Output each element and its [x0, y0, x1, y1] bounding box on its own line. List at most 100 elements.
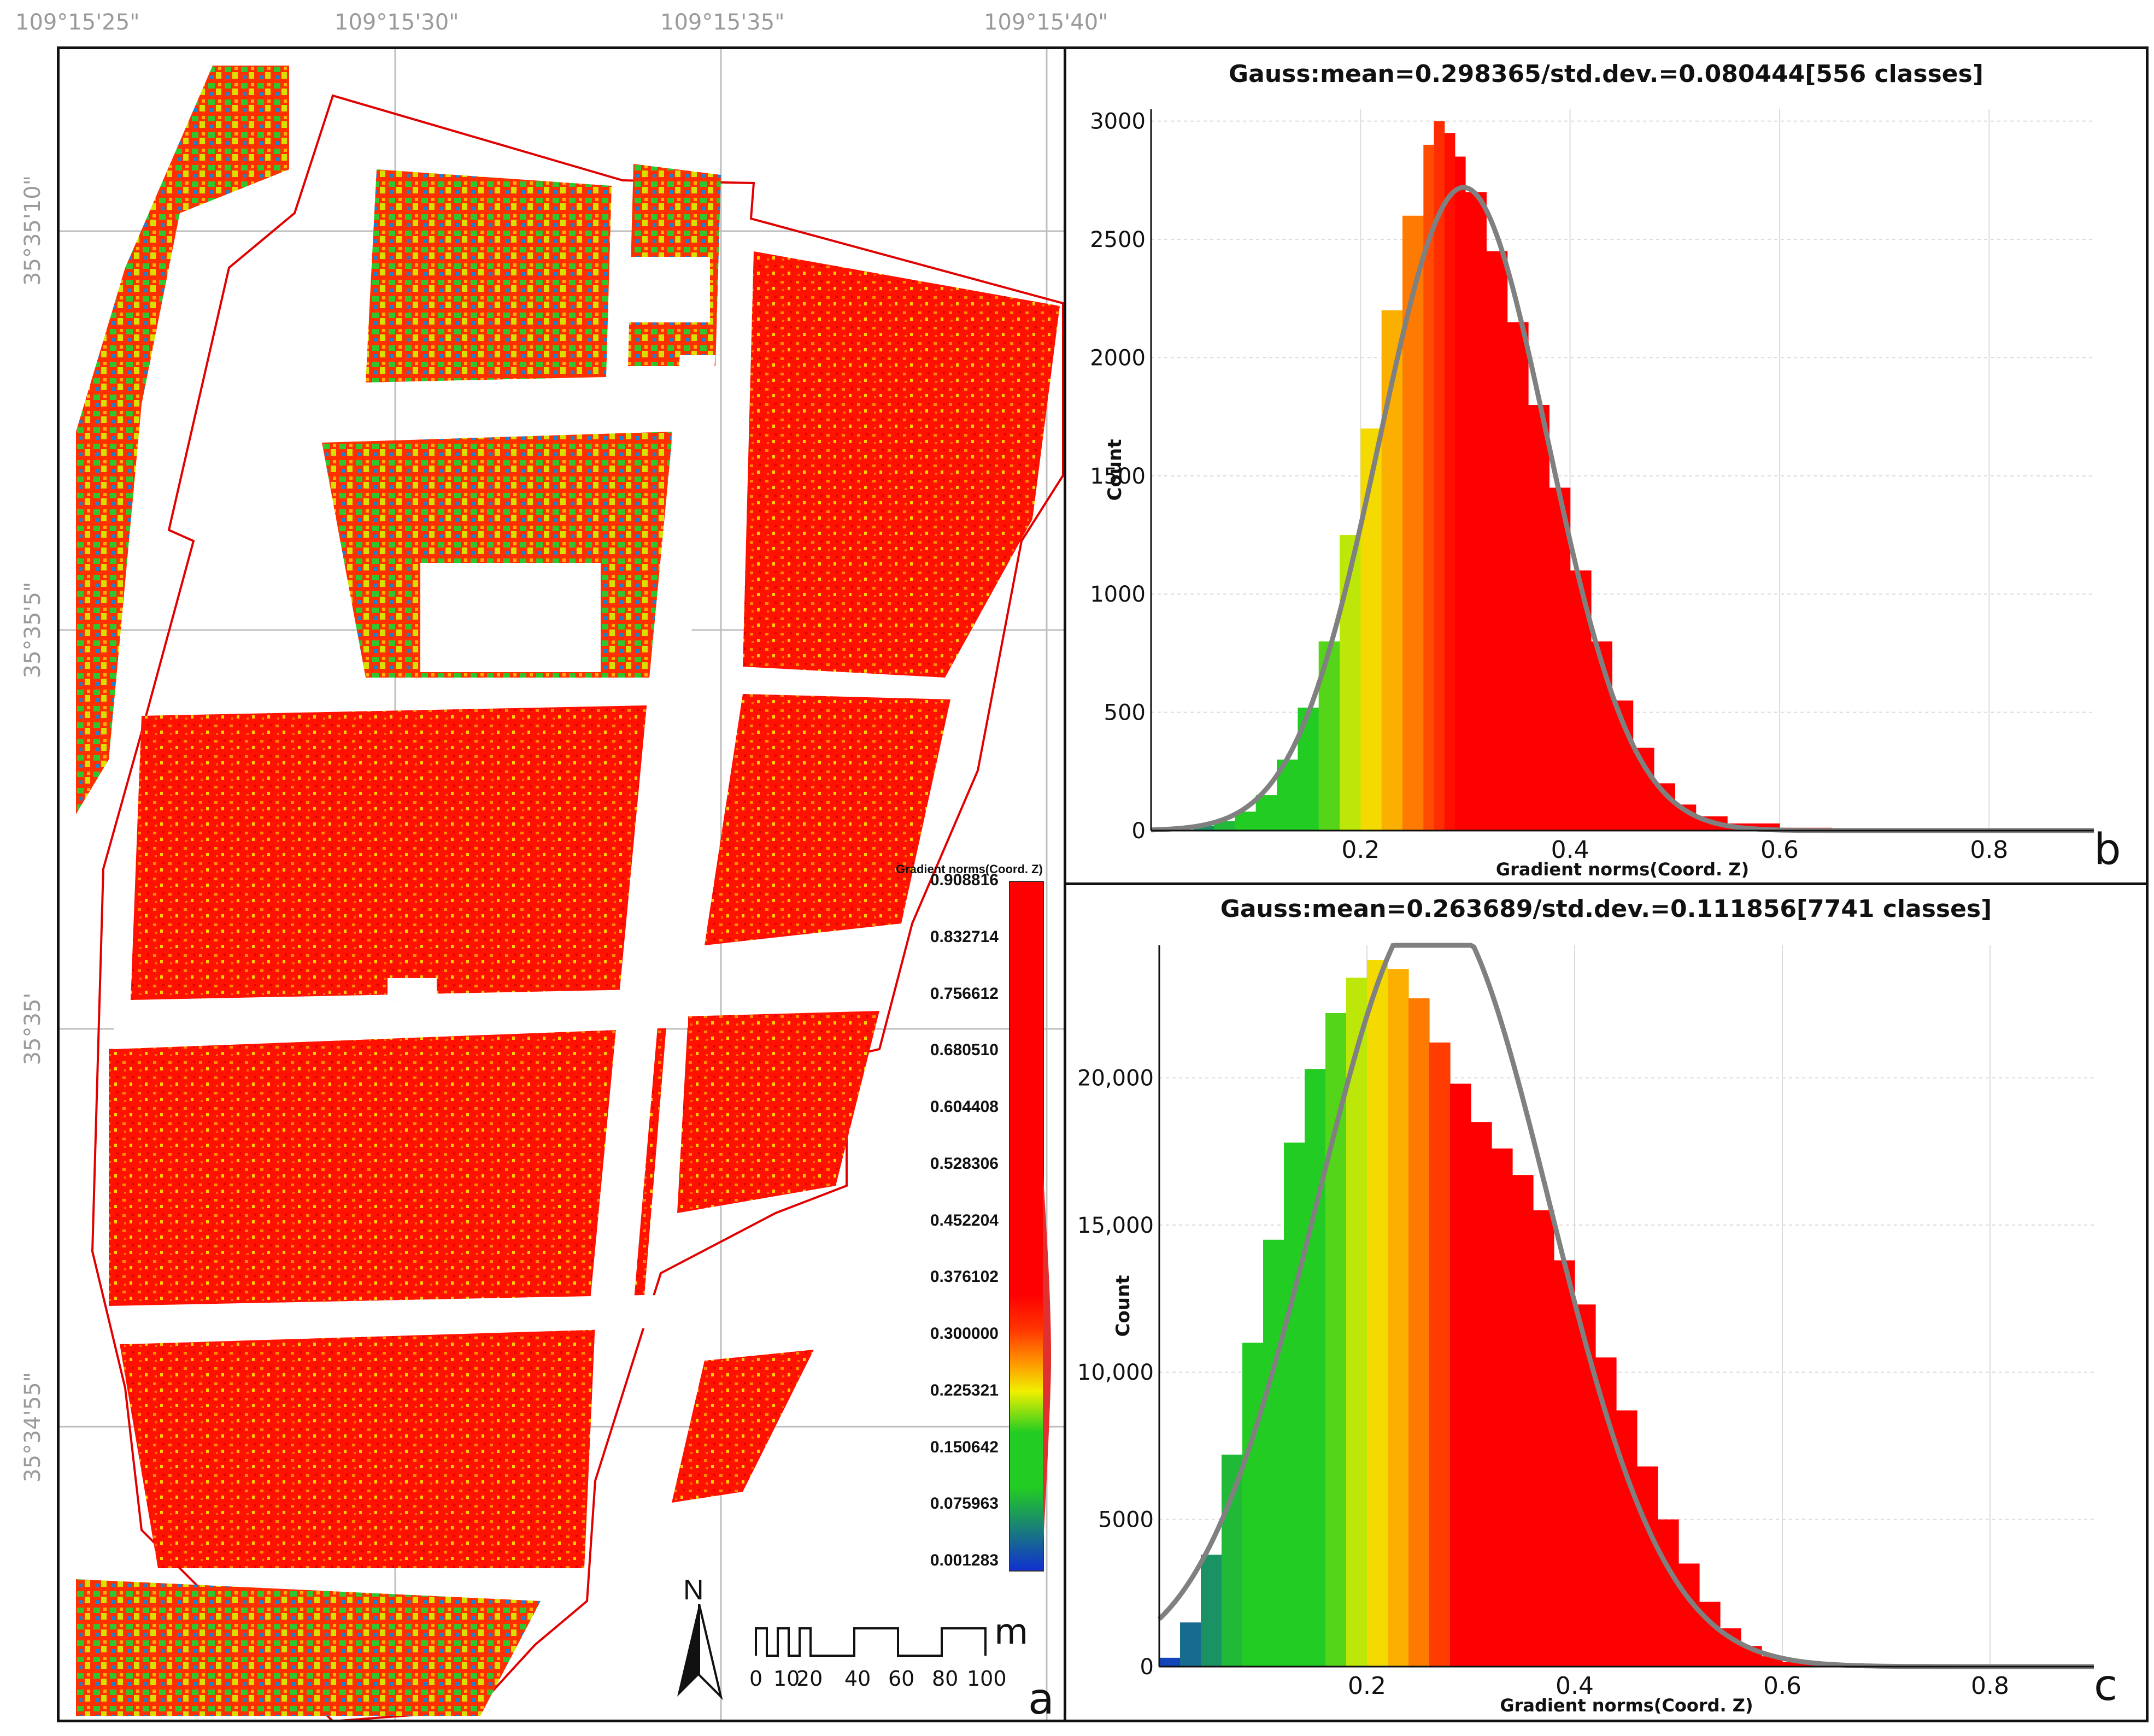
y-tick-label: 500 [1104, 701, 1146, 726]
longitude-label: 109°15'40" [984, 10, 1108, 35]
legend-value: 0.604408 [930, 1098, 999, 1116]
latitude-label: 35°35'5" [20, 581, 45, 679]
histogram-bar [1263, 1239, 1284, 1667]
histogram-bar [1423, 144, 1435, 831]
legend-colorbar [1009, 881, 1044, 1572]
x-tick-label: 0.4 [1551, 836, 1589, 864]
histogram-bar [1201, 1555, 1222, 1667]
histogram-title: Gauss:mean=0.263689/std.dev.=0.111856[77… [1220, 895, 1992, 923]
histogram-bar [1408, 998, 1430, 1667]
panel-letter: c [2094, 1661, 2117, 1710]
survey-boundary [91, 94, 1064, 1720]
latitude-label: 35°35' [20, 992, 45, 1066]
panel-letter: a [1028, 1675, 1054, 1722]
histogram-bar [1346, 978, 1367, 1667]
north-label: N [683, 1574, 704, 1606]
legend-value: 0.150642 [930, 1438, 999, 1456]
latitude-label: 35°35'10" [20, 175, 45, 286]
histogram-bar [1465, 192, 1487, 831]
histogram-bar [1471, 1122, 1492, 1667]
histogram-bar [1222, 1455, 1243, 1667]
y-tick-label: 20,000 [1077, 1066, 1154, 1091]
x-axis-label: Gradient norms(Coord. Z) [1500, 1695, 1753, 1716]
legend-value: 0.001283 [930, 1551, 999, 1569]
histogram-bar [1512, 1175, 1534, 1667]
histogram-bar [1533, 1210, 1554, 1667]
legend-value: 0.452204 [930, 1211, 999, 1229]
x-tick-label: 0.6 [1763, 1672, 1801, 1700]
histogram-bar [1434, 121, 1445, 831]
histogram-bar [1180, 1622, 1201, 1667]
histogram-bar [1678, 1563, 1700, 1667]
x-tick-label: 0.4 [1556, 1672, 1594, 1700]
histogram-panel-b: Gauss:mean=0.298365/std.dev.=0.080444[55… [1064, 46, 2149, 888]
scale-label: 60 [888, 1667, 915, 1691]
histogram-bar [1549, 487, 1571, 831]
legend-value: 0.075963 [930, 1494, 999, 1513]
histogram-bar [1492, 1148, 1513, 1667]
map-panel: Gradient norms(Coord. Z) 0.908816 0.83271… [57, 46, 1069, 1722]
scale-label: 0 [749, 1667, 763, 1691]
histogram-bar [1255, 795, 1277, 831]
north-arrow: N [669, 1574, 729, 1710]
panel-letter: b [2094, 825, 2121, 874]
legend-value: 0.528306 [930, 1154, 999, 1173]
histogram-b-svg: 0.2 0.4 0.6 0.8 0 500 1000 1500 2000 2500 3000 Grad… [1090, 109, 2094, 880]
y-tick-label: 2000 [1090, 345, 1146, 370]
x-tick-label: 0.2 [1348, 1672, 1386, 1700]
legend-value: 0.756612 [930, 984, 999, 1003]
histogram-bar [1591, 641, 1612, 831]
histogram-bar [1325, 1013, 1347, 1667]
legend-value: 0.300000 [930, 1325, 999, 1343]
histogram-bar [1554, 1260, 1575, 1667]
y-tick-label: 5000 [1098, 1508, 1154, 1533]
y-axis-label: Count [1104, 439, 1126, 501]
x-tick-label: 0.2 [1341, 836, 1380, 864]
longitude-label: 109°15'30" [334, 10, 459, 35]
legend-value: 0.680510 [930, 1041, 999, 1060]
scale-label: 10 [773, 1667, 800, 1691]
scale-bar: m 0 10 20 40 60 80 100 [749, 1612, 1029, 1699]
histogram-bar [1193, 826, 1214, 831]
histogram-bar [1658, 1519, 1679, 1667]
histogram-bar [1402, 215, 1424, 831]
histogram-bar [1242, 1343, 1264, 1667]
histogram-bar [1381, 310, 1403, 831]
legend-value: 0.225321 [930, 1381, 999, 1399]
latitude-label: 35°34'55" [20, 1372, 45, 1482]
map-canvas [60, 49, 1066, 1720]
histogram-bar [1450, 1084, 1471, 1667]
legend-value: 0.376102 [930, 1268, 999, 1286]
histogram-title: Gauss:mean=0.298365/std.dev.=0.080444[55… [1229, 60, 1983, 88]
longitude-label: 109°15'25" [15, 10, 140, 35]
longitude-label: 109°15'35" [660, 10, 785, 35]
scale-unit: m [994, 1612, 1029, 1652]
x-axis-label: Gradient norms(Coord. Z) [1496, 859, 1749, 880]
legend-title: Gradient norms(Coord. Z) [896, 862, 1043, 876]
histogram-bar [1284, 1142, 1305, 1667]
histogram-bar [1595, 1357, 1617, 1667]
histogram-bar [1528, 404, 1550, 831]
histogram-bar [1429, 1042, 1451, 1667]
histogram-bar [1454, 156, 1466, 831]
building-blocks [76, 66, 1060, 1716]
y-tick-label: 0 [1140, 1655, 1154, 1680]
legend-histogram-profile [1043, 1169, 1054, 1552]
histogram-bar [1388, 969, 1409, 1667]
scale-label: 20 [796, 1667, 823, 1691]
histogram-panel-c: Gauss:mean=0.263689/std.dev.=0.111856[77… [1064, 882, 2149, 1722]
y-tick-label: 2500 [1090, 227, 1146, 252]
x-tick-label: 0.8 [1971, 1672, 2009, 1700]
histogram-bar [1486, 251, 1508, 831]
y-tick-label: 1500 [1090, 464, 1146, 489]
x-tick-label: 0.8 [1970, 836, 2008, 864]
legend-value: 0.832714 [930, 927, 999, 946]
y-tick-label: 1000 [1090, 582, 1146, 607]
y-tick-label: 10,000 [1077, 1360, 1154, 1385]
x-tick-label: 0.6 [1760, 836, 1799, 864]
histogram-bar [1575, 1304, 1596, 1667]
histogram-c-svg: 0.2 0.4 0.6 0.8 0 5000 10,000 15,000 20,000 Gradi… [1077, 943, 2094, 1716]
y-tick-label: 0 [1132, 819, 1146, 844]
histogram-bar [1507, 322, 1529, 831]
y-tick-label: 3000 [1090, 109, 1146, 134]
